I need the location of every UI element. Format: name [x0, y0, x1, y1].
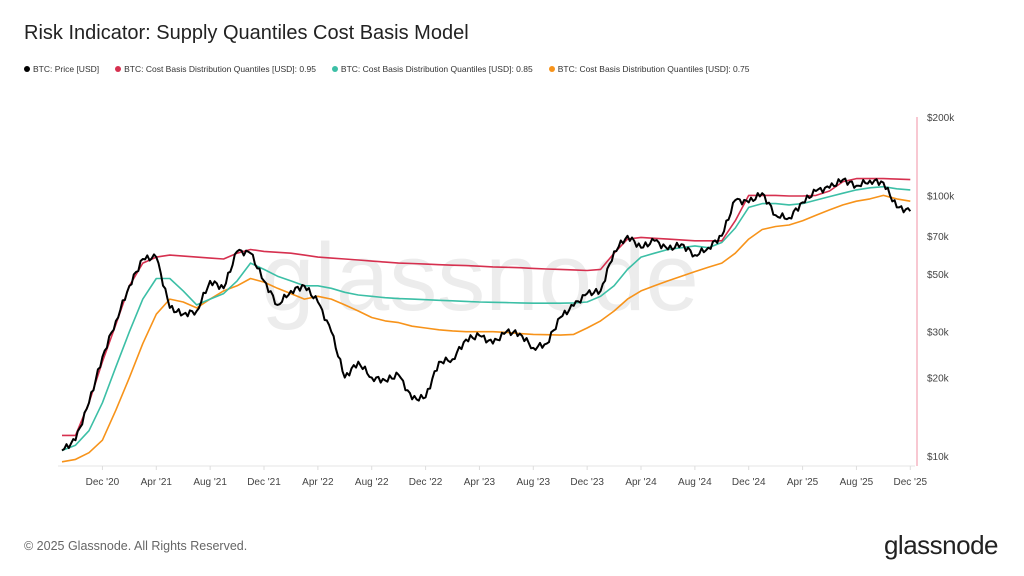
chart-title: Risk Indicator: Supply Quantiles Cost Ba…	[24, 22, 469, 44]
legend-dot	[24, 66, 30, 72]
glassnode-logo: glassnode	[883, 530, 999, 560]
legend-item-q95[interactable]: BTC: Cost Basis Distribution Quantiles […	[115, 64, 316, 74]
x-tick-label: Aug '25	[840, 477, 874, 488]
legend-dot	[115, 66, 122, 72]
x-tick-label: Dec '23	[570, 477, 604, 488]
x-tick-label: Dec '25	[893, 477, 927, 488]
legend-dot	[331, 66, 338, 72]
x-tick-label: Apr '21	[141, 477, 173, 488]
legend-label: BTC: Cost Basis Distribution Quantiles […	[124, 64, 316, 74]
y-tick-label: $100k	[927, 191, 955, 202]
legend-label: BTC: Price [USD]	[33, 64, 100, 74]
x-tick-label: Apr '25	[787, 477, 819, 488]
x-tick-label: Dec '24	[732, 477, 766, 488]
series-line-q95	[62, 177, 911, 437]
x-tick-label: Dec '21	[247, 477, 281, 488]
x-tick-label: Dec '20	[86, 477, 120, 488]
y-tick-label: $200k	[927, 113, 955, 124]
legend-label: BTC: Cost Basis Distribution Quantiles […	[340, 64, 533, 74]
series-line-price	[61, 177, 912, 452]
legend-dot	[548, 66, 555, 72]
legend-label: BTC: Cost Basis Distribution Quantiles […	[557, 64, 750, 74]
x-tick-label: Dec '22	[409, 477, 443, 488]
legend: BTC: Price [USD] BTC: Cost Basis Distrib…	[24, 64, 750, 74]
legend-item-price[interactable]: BTC: Price [USD]	[24, 64, 99, 74]
legend-item-q85[interactable]: BTC: Cost Basis Distribution Quantiles […	[331, 64, 533, 74]
y-tick-label: $10k	[927, 452, 950, 463]
y-tick-label: $70k	[927, 232, 950, 243]
legend-item-q75[interactable]: BTC: Cost Basis Distribution Quantiles […	[548, 64, 750, 74]
y-tick-label: $20k	[927, 374, 950, 385]
x-tick-label: Apr '23	[464, 477, 496, 488]
x-tick-label: Apr '22	[302, 477, 334, 488]
x-tick-label: Aug '22	[355, 477, 389, 488]
x-tick-label: Aug '23	[516, 477, 550, 488]
x-tick-label: Aug '21	[193, 477, 227, 488]
series-line-q75	[61, 194, 911, 463]
y-tick-label: $50k	[927, 270, 950, 281]
copyright: © 2025 Glassnode. All Rights Reserved.	[24, 539, 248, 553]
x-tick-label: Aug '24	[678, 477, 712, 488]
x-tick-label: Apr '24	[625, 477, 657, 488]
y-tick-label: $30k	[927, 328, 950, 339]
